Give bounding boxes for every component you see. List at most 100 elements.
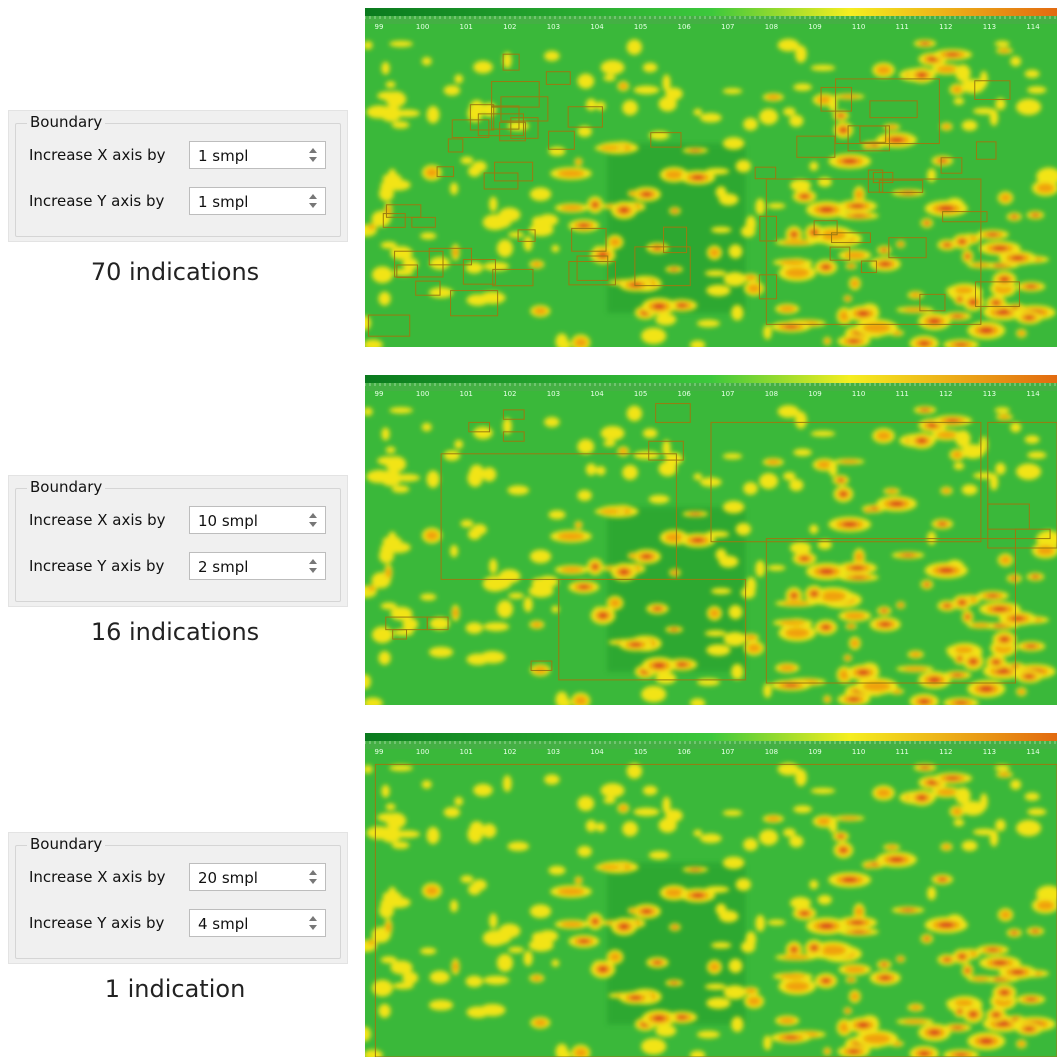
hot-spot — [992, 606, 1008, 612]
indication-box[interactable] — [820, 86, 853, 112]
indication-box[interactable] — [462, 258, 496, 285]
spin-up[interactable] — [309, 870, 317, 875]
indication-box[interactable] — [831, 232, 871, 244]
indication-box[interactable] — [888, 237, 927, 259]
spin-up[interactable] — [309, 513, 317, 518]
indication-box[interactable] — [517, 229, 536, 242]
indication-box[interactable] — [860, 260, 877, 274]
indication-box[interactable] — [411, 216, 436, 228]
indication-box[interactable] — [1014, 528, 1051, 540]
indication-box[interactable] — [450, 290, 499, 317]
indication-box[interactable] — [829, 246, 851, 261]
indication-box[interactable] — [576, 255, 609, 281]
x-axis-input[interactable]: 1 smpl — [189, 141, 326, 169]
indication-box[interactable] — [765, 178, 982, 325]
hot-spot — [596, 101, 606, 111]
indication-box[interactable] — [491, 105, 520, 130]
spinner[interactable] — [307, 556, 319, 576]
spinner[interactable] — [307, 191, 319, 211]
hot-spot — [866, 864, 870, 868]
indication-box[interactable] — [492, 268, 534, 287]
hot-spot — [995, 97, 1006, 110]
x-axis-input[interactable]: 10 smpl — [189, 506, 326, 534]
spinner[interactable] — [307, 913, 319, 933]
indication-box[interactable] — [758, 274, 778, 300]
indication-box[interactable] — [426, 616, 449, 631]
indication-box[interactable] — [415, 280, 441, 296]
hot-spot — [421, 422, 432, 432]
indication-box[interactable] — [499, 121, 526, 142]
hot-spot — [676, 1015, 688, 1020]
indication-box[interactable] — [367, 314, 411, 337]
spin-down[interactable] — [309, 568, 317, 573]
spin-down[interactable] — [309, 157, 317, 162]
spin-down[interactable] — [309, 522, 317, 527]
indication-box[interactable] — [510, 117, 539, 139]
spin-up[interactable] — [309, 559, 317, 564]
indication-box[interactable] — [500, 96, 549, 122]
indication-box[interactable] — [502, 431, 525, 442]
hot-spot — [745, 215, 757, 233]
spin-up[interactable] — [309, 194, 317, 199]
spinner[interactable] — [307, 145, 319, 165]
indication-box[interactable] — [663, 226, 688, 254]
indication-box[interactable] — [396, 264, 419, 279]
indication-box[interactable] — [571, 227, 607, 252]
indication-box[interactable] — [436, 166, 455, 178]
y-axis-input[interactable]: 4 smpl — [189, 909, 326, 937]
indication-box[interactable] — [648, 440, 684, 461]
indication-box[interactable] — [987, 503, 1030, 530]
indication-box[interactable] — [867, 169, 884, 193]
indication-box[interactable] — [469, 104, 495, 131]
indication-box[interactable] — [655, 403, 691, 423]
indication-box[interactable] — [447, 138, 464, 153]
indication-box[interactable] — [468, 421, 491, 433]
indication-box[interactable] — [394, 250, 444, 278]
indication-box[interactable] — [392, 629, 408, 640]
indication-box[interactable] — [942, 211, 988, 223]
indication-box[interactable] — [878, 179, 924, 193]
hot-spot — [1010, 422, 1022, 433]
spin-down[interactable] — [309, 879, 317, 884]
hot-spot — [425, 530, 439, 541]
indication-box[interactable] — [558, 578, 747, 681]
indication-box[interactable] — [548, 130, 575, 150]
indication-box[interactable] — [710, 421, 982, 543]
indication-box[interactable] — [754, 166, 777, 180]
spinner[interactable] — [307, 867, 319, 887]
indication-box[interactable] — [813, 220, 838, 236]
indication-box[interactable] — [765, 538, 1016, 684]
indication-box[interactable] — [919, 293, 946, 312]
indication-box[interactable] — [451, 119, 490, 138]
indication-box[interactable] — [502, 409, 525, 420]
indication-box[interactable] — [634, 246, 691, 287]
indication-box[interactable] — [494, 161, 534, 182]
indication-box[interactable] — [940, 157, 963, 174]
indication-box[interactable] — [568, 260, 616, 286]
indication-box[interactable] — [847, 125, 890, 152]
indication-box[interactable] — [835, 78, 940, 145]
indication-box[interactable] — [796, 135, 836, 158]
indication-box[interactable] — [491, 81, 540, 108]
indication-box[interactable] — [650, 132, 682, 148]
indication-box[interactable] — [530, 660, 553, 671]
x-axis-input[interactable]: 20 smpl — [189, 863, 326, 891]
spinner[interactable] — [307, 510, 319, 530]
indication-box[interactable] — [428, 247, 472, 266]
y-axis-input[interactable]: 2 smpl — [189, 552, 326, 580]
indication-box[interactable] — [869, 100, 918, 119]
indication-box[interactable] — [759, 215, 777, 242]
spin-down[interactable] — [309, 203, 317, 208]
indication-box[interactable] — [385, 204, 422, 218]
spin-down[interactable] — [309, 925, 317, 930]
y-axis-input[interactable]: 1 smpl — [189, 187, 326, 215]
indication-box[interactable] — [545, 71, 571, 85]
indication-box[interactable] — [567, 106, 603, 128]
indication-box[interactable] — [974, 281, 1020, 307]
spin-up[interactable] — [309, 148, 317, 153]
indication-box[interactable] — [975, 141, 997, 160]
indication-box[interactable] — [502, 53, 520, 71]
indication-box[interactable] — [974, 80, 1011, 100]
spin-up[interactable] — [309, 916, 317, 921]
indication-box[interactable] — [382, 213, 406, 228]
